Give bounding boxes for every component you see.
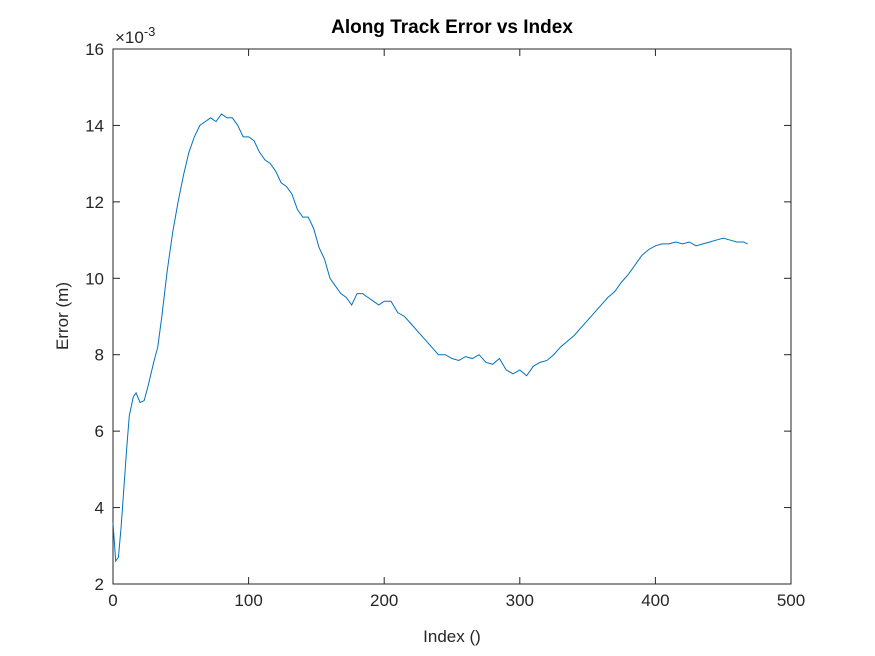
chart-title: Along Track Error vs Index [331, 17, 573, 38]
x-tick-label: 400 [641, 591, 669, 610]
y-exponent: ×10-3 [115, 24, 155, 47]
x-tick-label: 500 [777, 591, 805, 610]
y-axis-label: Error (m) [53, 282, 72, 350]
x-tick-label: 0 [108, 591, 117, 610]
x-axis-label: Index () [423, 627, 481, 646]
y-tick-label: 6 [95, 422, 104, 441]
y-tick-label: 8 [95, 346, 104, 365]
data-line [112, 113, 748, 563]
y-tick-label: 4 [95, 499, 104, 518]
y-tick-label: 10 [85, 269, 104, 288]
plot-area [112, 48, 792, 585]
y-tick-label: 12 [85, 193, 104, 212]
x-tick-label: 300 [506, 591, 534, 610]
y-exponent-power: -3 [144, 24, 156, 39]
y-tick-label: 14 [85, 116, 104, 135]
y-tick-label: 2 [95, 575, 104, 594]
x-tick-label: 100 [234, 591, 262, 610]
y-exponent-base: ×10 [115, 28, 144, 47]
x-tick-label: 200 [370, 591, 398, 610]
y-tick-label: 16 [85, 40, 104, 59]
